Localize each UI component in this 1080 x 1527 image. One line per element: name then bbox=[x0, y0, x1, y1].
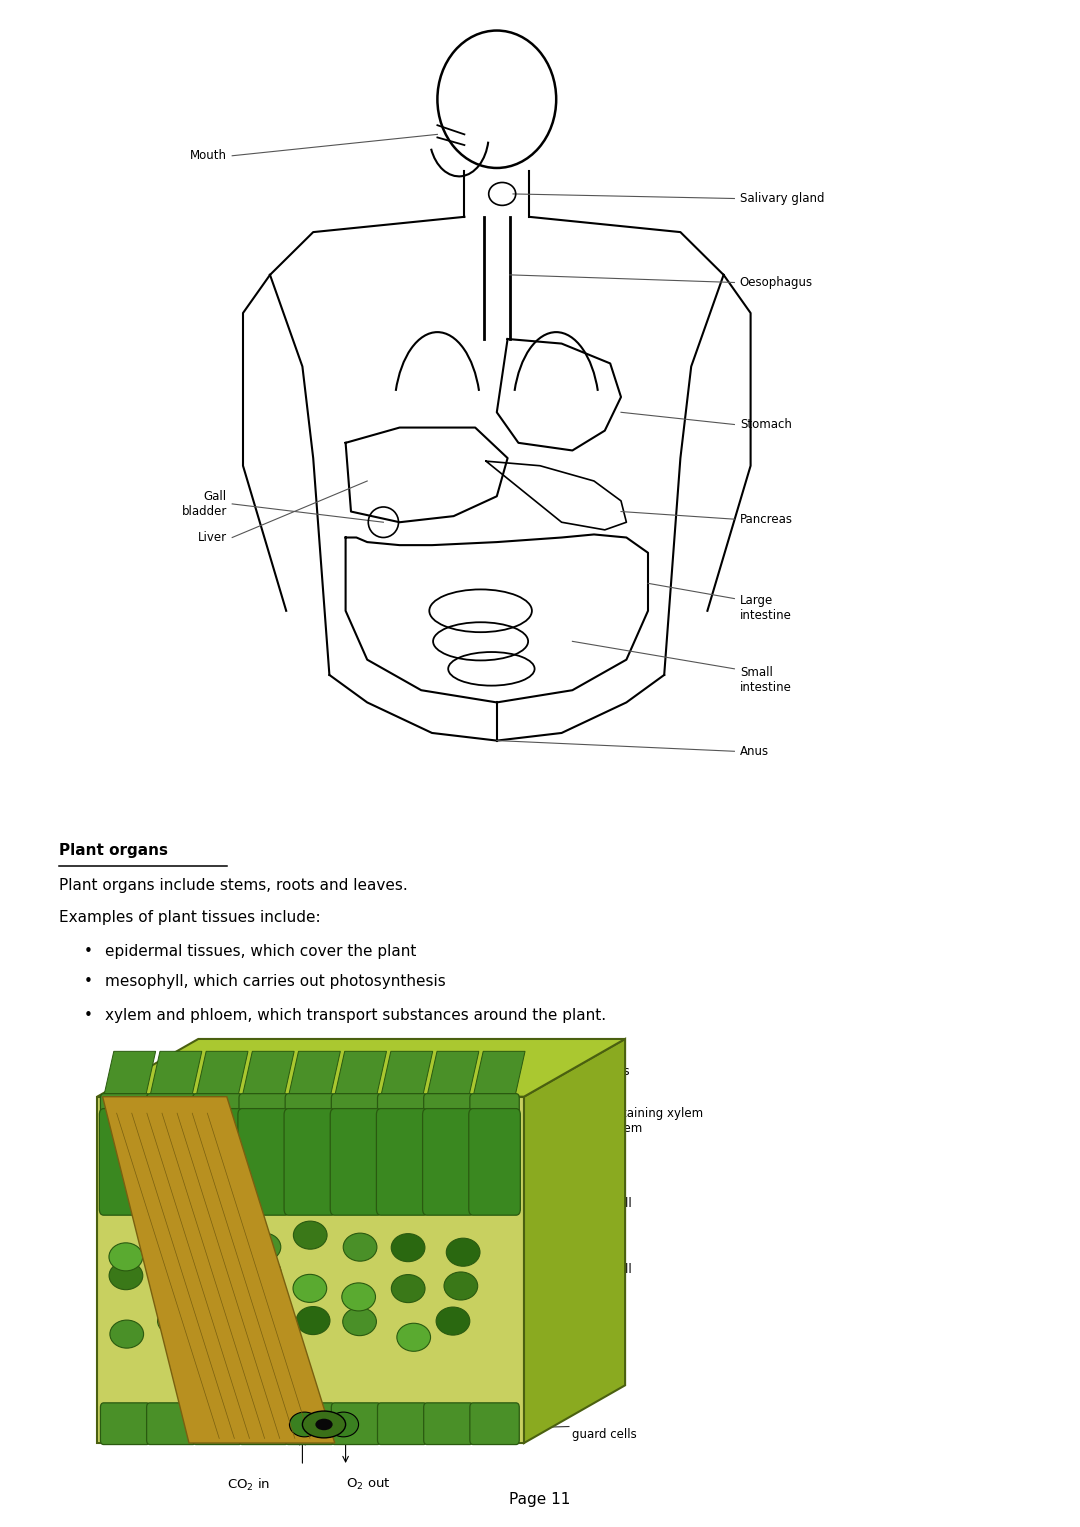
Ellipse shape bbox=[110, 1319, 144, 1348]
FancyBboxPatch shape bbox=[147, 1403, 197, 1445]
Text: Liver: Liver bbox=[198, 531, 227, 544]
Ellipse shape bbox=[444, 1272, 477, 1299]
FancyBboxPatch shape bbox=[146, 1109, 198, 1215]
Ellipse shape bbox=[202, 1299, 235, 1327]
Ellipse shape bbox=[446, 1238, 480, 1266]
Text: Oesophagus: Oesophagus bbox=[740, 276, 813, 289]
Ellipse shape bbox=[342, 1307, 377, 1336]
Polygon shape bbox=[335, 1051, 387, 1096]
Text: O$_2$ out: O$_2$ out bbox=[346, 1477, 390, 1492]
Text: Page 11: Page 11 bbox=[510, 1492, 570, 1507]
FancyBboxPatch shape bbox=[422, 1109, 474, 1215]
FancyBboxPatch shape bbox=[284, 1109, 336, 1215]
Ellipse shape bbox=[296, 1307, 330, 1335]
Ellipse shape bbox=[436, 1307, 470, 1335]
Ellipse shape bbox=[343, 1234, 377, 1261]
Ellipse shape bbox=[247, 1232, 281, 1261]
Ellipse shape bbox=[247, 1257, 281, 1286]
Ellipse shape bbox=[391, 1275, 426, 1303]
Text: Small
intestine: Small intestine bbox=[740, 666, 792, 693]
Text: Gall
bladder: Gall bladder bbox=[181, 490, 227, 518]
Text: Plant organs: Plant organs bbox=[59, 843, 168, 858]
FancyBboxPatch shape bbox=[193, 1093, 242, 1136]
Text: •: • bbox=[84, 944, 93, 959]
Ellipse shape bbox=[341, 1283, 376, 1310]
Polygon shape bbox=[473, 1051, 525, 1096]
Text: Examples of plant tissues include:: Examples of plant tissues include: bbox=[59, 910, 321, 925]
FancyBboxPatch shape bbox=[378, 1093, 427, 1136]
Ellipse shape bbox=[294, 1222, 327, 1249]
Text: epidermal tissues, which cover the plant: epidermal tissues, which cover the plant bbox=[105, 944, 416, 959]
Text: Stomach: Stomach bbox=[740, 418, 792, 431]
FancyBboxPatch shape bbox=[332, 1403, 381, 1445]
Text: Pancreas: Pancreas bbox=[740, 513, 793, 525]
Text: guard cells: guard cells bbox=[571, 1428, 636, 1441]
FancyBboxPatch shape bbox=[100, 1093, 150, 1136]
Text: •: • bbox=[84, 974, 93, 989]
Ellipse shape bbox=[158, 1277, 192, 1304]
FancyBboxPatch shape bbox=[239, 1093, 288, 1136]
Text: epidermis: epidermis bbox=[571, 1066, 631, 1078]
FancyBboxPatch shape bbox=[423, 1093, 473, 1136]
Ellipse shape bbox=[302, 1411, 346, 1438]
Text: xylem and phloem, which transport substances around the plant.: xylem and phloem, which transport substa… bbox=[105, 1008, 606, 1023]
Text: Mouth: Mouth bbox=[190, 150, 227, 162]
FancyBboxPatch shape bbox=[147, 1093, 197, 1136]
Ellipse shape bbox=[158, 1307, 191, 1335]
Text: Vein containing xylem
and phloem: Vein containing xylem and phloem bbox=[571, 1107, 703, 1136]
FancyBboxPatch shape bbox=[285, 1403, 335, 1445]
FancyBboxPatch shape bbox=[192, 1109, 243, 1215]
Ellipse shape bbox=[201, 1277, 234, 1304]
FancyBboxPatch shape bbox=[239, 1403, 288, 1445]
Polygon shape bbox=[104, 1051, 156, 1096]
FancyBboxPatch shape bbox=[470, 1403, 519, 1445]
Ellipse shape bbox=[289, 1412, 320, 1437]
Text: •: • bbox=[84, 1008, 93, 1023]
Ellipse shape bbox=[109, 1261, 143, 1290]
FancyBboxPatch shape bbox=[99, 1109, 151, 1215]
FancyBboxPatch shape bbox=[377, 1109, 428, 1215]
Text: moist air
space: moist air space bbox=[571, 1313, 624, 1342]
Ellipse shape bbox=[391, 1234, 424, 1261]
Text: stoma: stoma bbox=[571, 1387, 608, 1400]
Ellipse shape bbox=[156, 1226, 189, 1254]
Text: Large
intestine: Large intestine bbox=[740, 594, 792, 621]
Ellipse shape bbox=[109, 1243, 143, 1270]
Text: Plant organs include stems, roots and leaves.: Plant organs include stems, roots and le… bbox=[59, 878, 408, 893]
Text: Salivary gland: Salivary gland bbox=[740, 192, 824, 205]
Ellipse shape bbox=[328, 1412, 359, 1437]
Ellipse shape bbox=[315, 1419, 333, 1431]
Polygon shape bbox=[242, 1051, 294, 1096]
FancyBboxPatch shape bbox=[193, 1403, 242, 1445]
Polygon shape bbox=[150, 1051, 202, 1096]
Polygon shape bbox=[524, 1038, 625, 1443]
Polygon shape bbox=[97, 1038, 625, 1096]
Ellipse shape bbox=[200, 1232, 233, 1260]
Text: mesophyll, which carries out photosynthesis: mesophyll, which carries out photosynthe… bbox=[105, 974, 446, 989]
FancyBboxPatch shape bbox=[330, 1109, 382, 1215]
FancyBboxPatch shape bbox=[378, 1403, 427, 1445]
FancyBboxPatch shape bbox=[100, 1403, 150, 1445]
Polygon shape bbox=[427, 1051, 478, 1096]
FancyBboxPatch shape bbox=[423, 1403, 473, 1445]
Text: palisade
mesophyll: palisade mesophyll bbox=[571, 1182, 633, 1209]
FancyBboxPatch shape bbox=[97, 1096, 524, 1443]
Polygon shape bbox=[197, 1051, 248, 1096]
FancyBboxPatch shape bbox=[332, 1093, 381, 1136]
FancyBboxPatch shape bbox=[285, 1093, 335, 1136]
Polygon shape bbox=[288, 1051, 340, 1096]
FancyBboxPatch shape bbox=[470, 1093, 519, 1136]
FancyBboxPatch shape bbox=[469, 1109, 521, 1215]
Ellipse shape bbox=[252, 1324, 285, 1353]
FancyBboxPatch shape bbox=[238, 1109, 289, 1215]
Text: Anus: Anus bbox=[740, 745, 769, 757]
Polygon shape bbox=[381, 1051, 433, 1096]
Polygon shape bbox=[103, 1096, 335, 1443]
Ellipse shape bbox=[293, 1275, 327, 1303]
Text: spongy
mesophyll: spongy mesophyll bbox=[571, 1248, 633, 1275]
Text: CO$_2$ in: CO$_2$ in bbox=[227, 1477, 270, 1493]
Ellipse shape bbox=[396, 1324, 431, 1351]
